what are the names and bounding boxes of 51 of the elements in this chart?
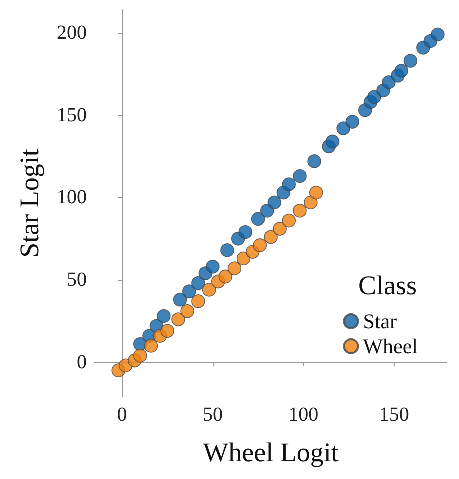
- point: [206, 260, 220, 274]
- point: [236, 252, 251, 266]
- point: [264, 230, 278, 244]
- point: [404, 54, 418, 68]
- y-tick-label: 150: [57, 104, 87, 126]
- point: [304, 196, 318, 210]
- point: [282, 214, 296, 228]
- y-tick-label: 200: [57, 22, 87, 44]
- point: [293, 204, 307, 218]
- x-axis-title: Wheel Logit: [203, 438, 340, 468]
- point: [394, 64, 409, 78]
- point: [309, 186, 324, 200]
- x-tick-label: 0: [117, 404, 128, 426]
- point: [228, 262, 242, 276]
- y-axis-title: Star Logit: [14, 148, 44, 258]
- point: [144, 339, 158, 353]
- x-tick-label: 150: [379, 404, 410, 426]
- point: [173, 292, 188, 307]
- point: [382, 76, 396, 90]
- y-tick-label: 100: [57, 186, 87, 209]
- point: [253, 238, 268, 252]
- legend-label: Wheel: [363, 334, 418, 358]
- point: [202, 283, 216, 297]
- point: [238, 225, 252, 240]
- point: [308, 154, 322, 168]
- point: [346, 115, 360, 129]
- point: [218, 270, 233, 284]
- y-tick-label: 50: [67, 269, 87, 292]
- point: [160, 324, 174, 338]
- point: [220, 244, 234, 258]
- point: [192, 276, 206, 290]
- point: [326, 134, 340, 149]
- point: [268, 196, 282, 210]
- point: [192, 294, 206, 308]
- point: [133, 348, 148, 363]
- x-tick-label: 50: [202, 404, 223, 426]
- x-tick-label: 100: [288, 404, 319, 426]
- point: [157, 309, 171, 324]
- point: [182, 284, 196, 298]
- legend-label: Star: [363, 310, 398, 334]
- point: [282, 178, 296, 192]
- point: [172, 312, 186, 326]
- point: [251, 212, 266, 226]
- point: [273, 222, 287, 236]
- point: [336, 122, 350, 136]
- point: [293, 169, 307, 184]
- point: [368, 90, 382, 104]
- point: [180, 304, 194, 318]
- legend-title: Class: [358, 270, 418, 300]
- y-tick-label: 0: [77, 351, 87, 374]
- point: [431, 28, 445, 42]
